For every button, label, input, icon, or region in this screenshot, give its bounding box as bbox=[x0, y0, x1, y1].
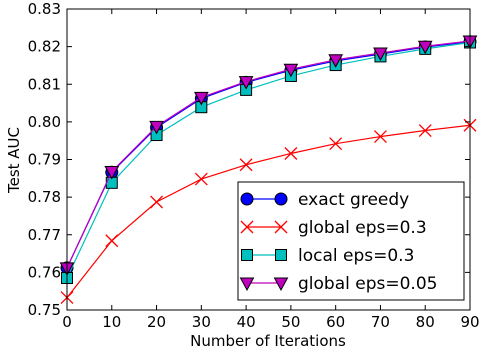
legend-marker bbox=[274, 220, 288, 234]
series-line bbox=[66, 41, 471, 269]
data-point bbox=[238, 76, 254, 90]
data-point bbox=[149, 120, 164, 135]
y-tick-label: 0.78 bbox=[28, 188, 61, 206]
y-tick-label: 0.80 bbox=[28, 113, 61, 131]
data-point bbox=[283, 63, 299, 78]
data-point bbox=[193, 91, 209, 106]
legend-marker bbox=[241, 249, 253, 261]
x-tick-label: 10 bbox=[102, 313, 121, 331]
x-tick-label: 90 bbox=[460, 313, 479, 331]
legend-label: exact greedy bbox=[298, 190, 409, 210]
y-tick-label: 0.76 bbox=[28, 263, 61, 281]
legend-label: global eps=0.3 bbox=[298, 218, 427, 238]
data-point bbox=[328, 54, 344, 68]
legend-marker bbox=[240, 192, 254, 206]
legend-label: global eps=0.05 bbox=[298, 274, 437, 294]
series-line bbox=[66, 41, 471, 279]
data-point bbox=[104, 166, 120, 180]
y-axis-title: Test AUC bbox=[5, 127, 23, 194]
ticks-layer: 0 10 20 30 40 50 60 70 80 90 0.75 0.76 0.77 0.78 0.79 0… bbox=[28, 0, 480, 331]
x-tick-label: 0 bbox=[62, 313, 72, 331]
y-tick-label: 0.77 bbox=[28, 226, 61, 244]
data-point bbox=[194, 172, 208, 186]
data-point bbox=[418, 124, 432, 137]
series-line bbox=[66, 40, 471, 269]
y-tick-label: 0.82 bbox=[28, 38, 61, 56]
legend-label: local eps=0.3 bbox=[298, 246, 414, 266]
y-tick-label: 0.75 bbox=[28, 301, 61, 319]
y-tick-label: 0.79 bbox=[28, 151, 61, 169]
legend-item: exact greedy bbox=[240, 190, 409, 210]
legend-item: global eps=0.05 bbox=[239, 274, 437, 294]
legend-items: exact greedy global eps=0.3 local eps=0.3 g… bbox=[239, 190, 437, 294]
data-point bbox=[373, 130, 387, 144]
x-tick-label: 70 bbox=[371, 313, 390, 331]
x-axis-title: Number of Iterations bbox=[190, 332, 346, 350]
data-point bbox=[417, 40, 433, 55]
data-point bbox=[150, 195, 164, 209]
legend-marker bbox=[240, 220, 254, 234]
data-point bbox=[105, 234, 119, 248]
legend-marker bbox=[239, 277, 255, 292]
x-tick-label: 80 bbox=[416, 313, 435, 331]
data-point bbox=[284, 147, 298, 160]
y-tick-label: 0.83 bbox=[28, 0, 61, 18]
series-line bbox=[66, 124, 471, 298]
legend-item: global eps=0.3 bbox=[240, 218, 427, 238]
data-point bbox=[239, 158, 253, 172]
legend-item: local eps=0.3 bbox=[241, 246, 414, 266]
y-tick-label: 0.81 bbox=[28, 75, 61, 93]
legend-marker bbox=[275, 249, 287, 261]
x-tick-label: 60 bbox=[326, 313, 345, 331]
x-tick-label: 30 bbox=[192, 313, 211, 331]
legend-marker bbox=[273, 277, 289, 292]
legend: exact greedy global eps=0.3 local eps=0.3 g… bbox=[237, 181, 465, 301]
x-tick-label: 40 bbox=[237, 313, 256, 331]
x-tick-label: 50 bbox=[281, 313, 300, 331]
legend-marker bbox=[274, 192, 288, 206]
data-point bbox=[329, 137, 343, 151]
data-point bbox=[373, 47, 388, 62]
x-tick-label: 20 bbox=[147, 313, 166, 331]
